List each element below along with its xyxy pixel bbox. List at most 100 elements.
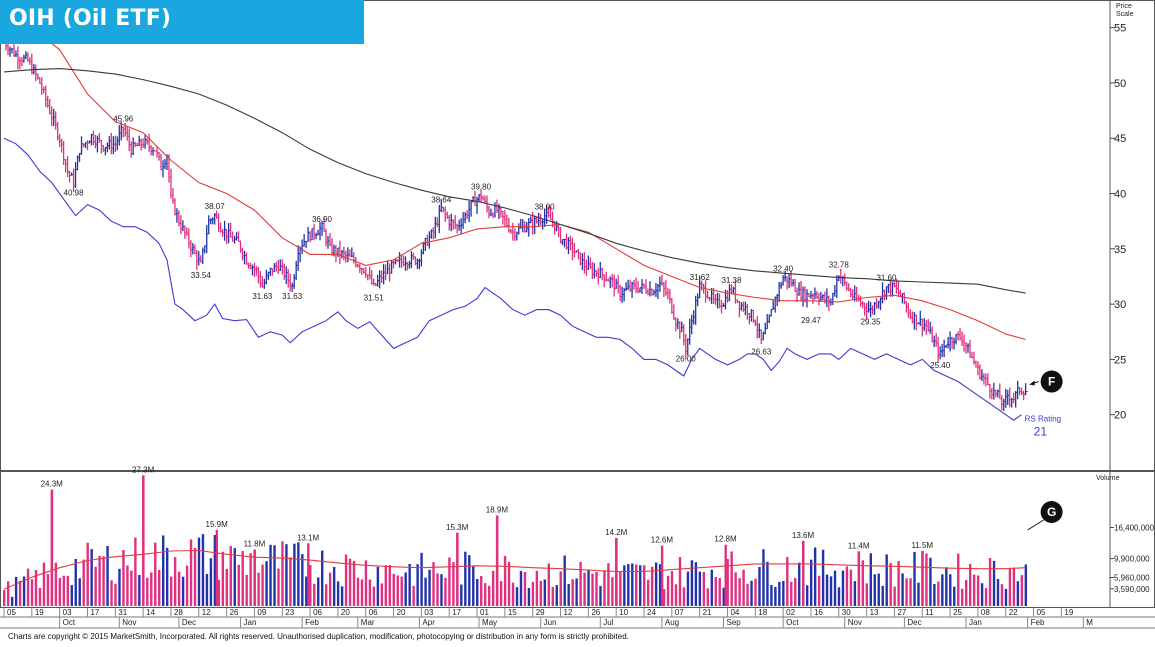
volume-bar — [332, 566, 336, 606]
volume-bar — [150, 572, 153, 606]
volume-bar — [86, 542, 89, 606]
price-annotation: 31.60 — [876, 273, 897, 282]
month-label: Sep — [727, 618, 742, 627]
month-label: Oct — [63, 618, 76, 627]
date-tick-label: 15 — [508, 608, 517, 617]
volume-peak-bar — [142, 475, 145, 606]
volume-bar — [201, 534, 205, 606]
volume-peak-label: 18.9M — [486, 506, 509, 515]
volume-bar — [193, 547, 197, 606]
volume-bar — [941, 574, 944, 606]
volume-bar — [340, 586, 344, 606]
volume-bar — [527, 588, 531, 606]
date-tick-label: 16 — [814, 608, 823, 617]
date-tick-label: 23 — [285, 608, 294, 617]
marker-f-label: F — [1048, 375, 1055, 389]
price-annotation: 33.54 — [191, 271, 212, 280]
volume-bar — [1016, 581, 1020, 606]
volume-bar — [817, 575, 821, 606]
price-annotation: 45.96 — [113, 115, 134, 124]
volume-bar — [130, 570, 133, 606]
volume-bar — [583, 572, 586, 606]
volume-bar — [205, 573, 209, 606]
volume-bar — [809, 559, 813, 606]
volume-bar — [102, 556, 105, 606]
volume-bar — [118, 568, 121, 606]
volume-bar — [480, 575, 483, 606]
month-label: Apr — [422, 618, 435, 627]
price-annotation: 31.63 — [282, 292, 303, 301]
date-tick-label: 29 — [536, 608, 545, 617]
price-tick-label: 30 — [1114, 299, 1126, 311]
volume-bar — [297, 542, 300, 606]
volume-bar — [821, 549, 825, 606]
volume-bar — [897, 561, 900, 606]
volume-bar — [889, 562, 892, 606]
date-tick-label: 19 — [35, 608, 44, 617]
volume-bar — [579, 561, 582, 606]
volume-bar — [82, 559, 85, 606]
volume-bar — [845, 566, 849, 606]
price-scale-label: Scale — [1116, 11, 1134, 18]
price-annotation: 38.00 — [535, 203, 556, 212]
title-banner: OIH (Oil ETF) — [0, 0, 364, 44]
price-annotation: 26.63 — [751, 347, 772, 356]
volume-bar — [233, 548, 236, 606]
volume-bar — [277, 568, 280, 606]
volume-bar — [551, 586, 554, 606]
volume-bar — [38, 588, 42, 606]
volume-bar — [754, 578, 757, 606]
volume-bar — [658, 564, 662, 606]
volume-bar — [122, 549, 125, 606]
volume-bar — [229, 546, 232, 606]
volume-bar — [881, 585, 884, 606]
month-label: Nov — [122, 618, 136, 627]
volume-bar — [909, 578, 912, 606]
volume-average-line — [3, 549, 1026, 590]
date-tick-label: 30 — [842, 608, 851, 617]
volume-bar — [949, 574, 952, 606]
volume-bar — [388, 565, 391, 606]
volume-bar — [742, 569, 745, 606]
volume-bar — [94, 566, 97, 606]
volume-bar — [336, 581, 340, 606]
volume-bar — [766, 561, 769, 606]
price-annotation: 31.62 — [690, 273, 711, 282]
volume-bar — [877, 573, 880, 606]
volume-peak-label: 12.8M — [714, 535, 737, 544]
volume-bar — [714, 576, 717, 606]
volume-bar — [424, 577, 427, 606]
price-annotation: 31.38 — [721, 276, 742, 285]
volume-bar — [448, 557, 451, 606]
volume-bar — [805, 585, 809, 606]
volume-bar — [635, 564, 638, 606]
price-annotation: 25.40 — [930, 361, 951, 370]
volume-bar — [317, 577, 320, 606]
volume-bar — [774, 586, 777, 606]
volume-bar — [972, 574, 976, 606]
volume-bar — [181, 576, 185, 606]
price-tick-label: 25 — [1114, 354, 1126, 366]
volume-bar — [933, 583, 936, 606]
volume-bar — [925, 553, 928, 606]
volume-bar — [98, 555, 101, 606]
volume-bar — [591, 573, 594, 606]
price-annotation: 31.51 — [364, 293, 385, 302]
volume-bar — [476, 578, 479, 606]
price-annotation: 38.07 — [205, 202, 226, 211]
month-label: M — [1086, 618, 1093, 627]
price-scale-label: Price — [1116, 3, 1132, 10]
price-annotation: 26.00 — [676, 354, 697, 363]
volume-bar — [146, 577, 149, 606]
moving-average-short-line — [3, 16, 1026, 341]
volume-bar — [257, 572, 260, 606]
volume-bar — [464, 551, 467, 606]
volume-bar — [58, 578, 62, 606]
volume-bar — [380, 583, 384, 606]
month-label: Feb — [305, 618, 319, 627]
volume-bar — [249, 553, 252, 606]
price-annotation: 29.47 — [801, 316, 822, 325]
volume-bar — [961, 588, 964, 606]
volume-bar — [138, 574, 141, 606]
volume-peak-bar — [215, 529, 219, 606]
